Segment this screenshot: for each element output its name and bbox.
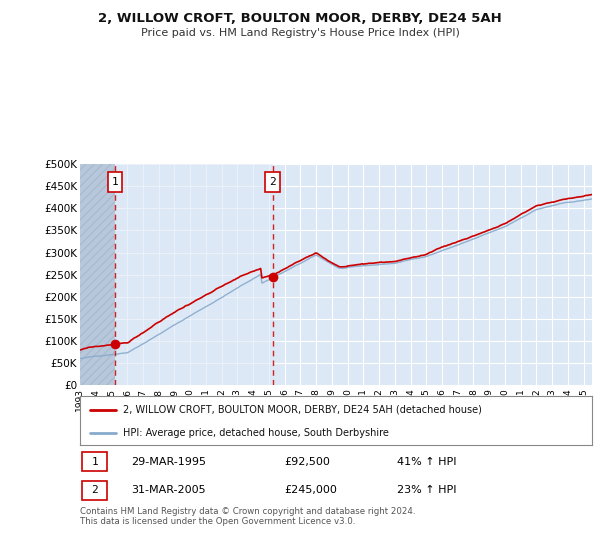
Text: 2: 2 bbox=[91, 485, 98, 495]
Text: 31-MAR-2005: 31-MAR-2005 bbox=[131, 485, 206, 495]
Text: Contains HM Land Registry data © Crown copyright and database right 2024.
This d: Contains HM Land Registry data © Crown c… bbox=[80, 507, 415, 526]
Text: 2, WILLOW CROFT, BOULTON MOOR, DERBY, DE24 5AH: 2, WILLOW CROFT, BOULTON MOOR, DERBY, DE… bbox=[98, 12, 502, 25]
Text: 1: 1 bbox=[91, 457, 98, 467]
Text: £245,000: £245,000 bbox=[284, 485, 337, 495]
Text: 23% ↑ HPI: 23% ↑ HPI bbox=[397, 485, 457, 495]
Bar bbox=[80, 164, 115, 385]
FancyBboxPatch shape bbox=[108, 172, 122, 192]
Text: HPI: Average price, detached house, South Derbyshire: HPI: Average price, detached house, Sout… bbox=[124, 428, 389, 438]
FancyBboxPatch shape bbox=[82, 452, 107, 472]
Text: Price paid vs. HM Land Registry's House Price Index (HPI): Price paid vs. HM Land Registry's House … bbox=[140, 28, 460, 38]
Text: 29-MAR-1995: 29-MAR-1995 bbox=[131, 457, 206, 467]
FancyBboxPatch shape bbox=[265, 172, 280, 192]
FancyBboxPatch shape bbox=[82, 480, 107, 500]
Text: 1: 1 bbox=[112, 177, 118, 187]
Bar bbox=[115, 164, 272, 385]
Text: 41% ↑ HPI: 41% ↑ HPI bbox=[397, 457, 457, 467]
Text: 2, WILLOW CROFT, BOULTON MOOR, DERBY, DE24 5AH (detached house): 2, WILLOW CROFT, BOULTON MOOR, DERBY, DE… bbox=[124, 405, 482, 415]
Text: £92,500: £92,500 bbox=[284, 457, 331, 467]
Text: 2: 2 bbox=[269, 177, 276, 187]
